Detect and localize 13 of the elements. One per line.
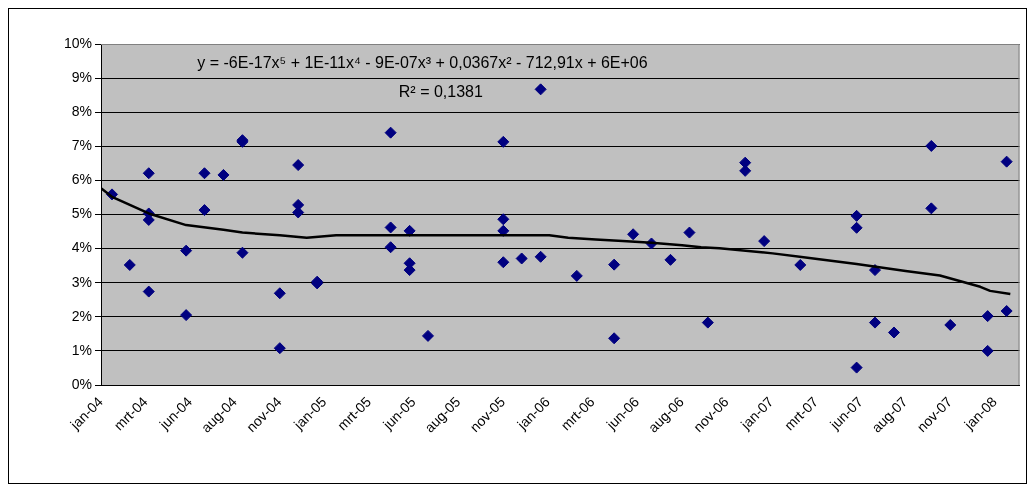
y-tick-label: 2% <box>71 307 92 324</box>
y-tick-label: 4% <box>71 239 92 256</box>
annotation: R² = 0,1381 <box>398 83 483 101</box>
y-tick-label: 9% <box>71 68 92 85</box>
y-tick-label: 10% <box>63 34 92 51</box>
y-tick-label: 3% <box>71 273 92 290</box>
y-tick-label: 8% <box>71 103 92 120</box>
y-tick-label: 6% <box>71 171 92 188</box>
annotation: y = -6E-17x⁵ + 1E-11x⁴ - 9E-07x³ + 0,0367x² - 712,91x + 6E+06 <box>197 54 648 72</box>
y-tick-label: 7% <box>71 137 92 154</box>
y-tick-label: 5% <box>71 205 92 222</box>
y-tick-label: 1% <box>71 341 92 358</box>
y-tick-label: 0% <box>71 375 92 392</box>
